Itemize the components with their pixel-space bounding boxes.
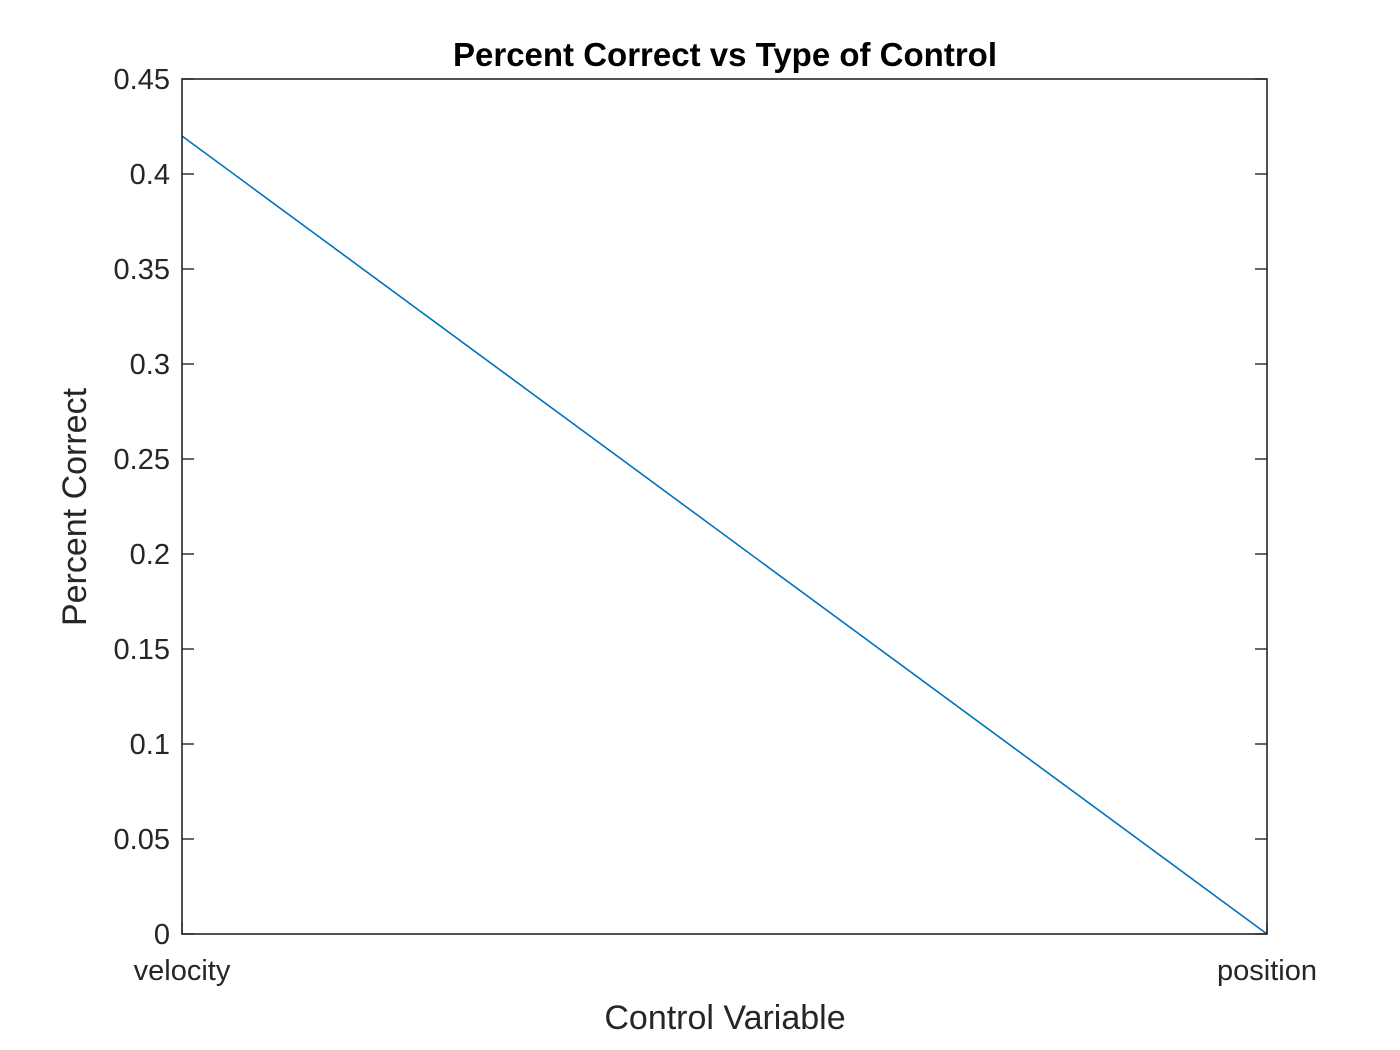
- y-axis: 0 0.05 0.1 0.15 0.2 0.25 0.3 0.35 0.4 0.45: [114, 64, 1267, 951]
- y-tick-label: 0.25: [114, 444, 170, 476]
- x-axis-title: Control Variable: [604, 999, 845, 1037]
- y-axis-title: Percent Correct: [56, 387, 94, 626]
- y-tick-label: 0.15: [114, 634, 170, 666]
- y-tick-label: 0.1: [130, 729, 170, 761]
- x-axis: velocity position: [134, 922, 1317, 987]
- plot-area: [181, 135, 1268, 935]
- y-tick-label: 0.35: [114, 254, 170, 286]
- y-tick-label: 0: [154, 919, 170, 951]
- y-tick-label: 0.3: [130, 349, 170, 381]
- series-line: [181, 135, 1268, 935]
- chart-title: Percent Correct vs Type of Control: [453, 36, 997, 73]
- x-tick-label: velocity: [134, 955, 231, 987]
- y-tick-label: 0.2: [130, 539, 170, 571]
- y-tick-label: 0.4: [130, 159, 170, 191]
- x-tick-label: position: [1217, 955, 1317, 987]
- y-tick-label: 0.05: [114, 824, 170, 856]
- y-tick-label: 0.45: [114, 64, 170, 96]
- axes-box: [181, 78, 1268, 935]
